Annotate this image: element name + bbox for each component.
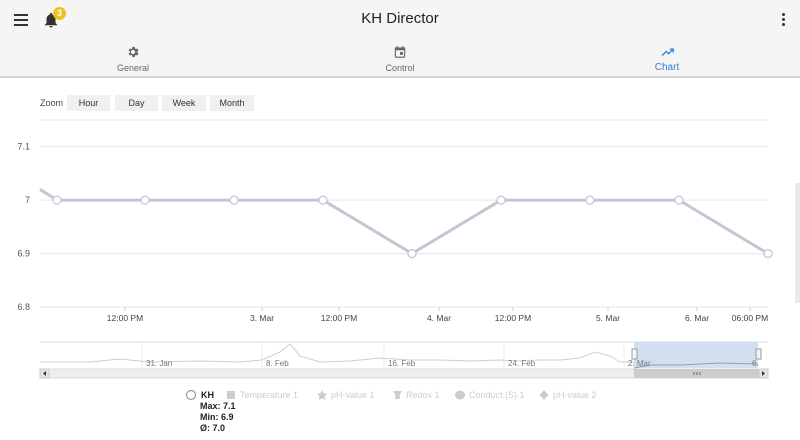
tab-chart-label: Chart [654, 62, 680, 73]
data-point [585, 195, 595, 205]
stat-max-label: Max: [200, 401, 221, 411]
legend-conduct-blob-icon [455, 390, 465, 400]
x-tick-label: 06:00 PM [732, 313, 768, 323]
navigator-selected-series [633, 362, 759, 369]
legend-conduct-s-1[interactable]: Conduct.(S) 1 [469, 390, 525, 400]
legend-ph-value-2[interactable]: pH-value 2 [553, 390, 597, 400]
zoom-week-button[interactable]: Week [162, 95, 206, 111]
legend-ph2-diamond-icon [539, 390, 549, 400]
legend-ph-star-icon [316, 390, 328, 400]
x-tick-label: 4. Mar [427, 313, 451, 323]
navigator-left-handle[interactable] [631, 348, 638, 360]
tab-general[interactable]: General [0, 40, 266, 76]
chevron-left-icon [43, 371, 46, 376]
tab-general-label: General [116, 63, 150, 73]
y-tick-label: 6.8 [17, 302, 30, 312]
x-axis-ticks: 12:00 PM 3. Mar 12:00 PM 4. Mar 12:00 PM 5. M… [107, 307, 768, 323]
scrollbar-grip-icon [693, 372, 701, 375]
legend-ph-value-1[interactable]: pH-value 1 [331, 390, 375, 400]
navigator-date-label: 16. Feb [388, 359, 416, 368]
x-tick-label: 12:00 PM [495, 313, 531, 323]
navigator-series [40, 343, 634, 363]
data-point [318, 195, 328, 205]
y-tick-label: 6.9 [17, 249, 30, 259]
navigator-date-label: 6. [752, 359, 759, 368]
trending-up-icon [661, 48, 674, 56]
navigator: 31. Jan 8. Feb 16. Feb 24. Feb 2. Mar 6. [39, 341, 769, 379]
x-tick-label: 12:00 PM [107, 313, 143, 323]
zoom-day-button[interactable]: Day [115, 95, 158, 111]
app-title: KH Director [361, 10, 439, 27]
stat-max: Max: 7.1 [200, 401, 236, 411]
stat-avg: Ø: 7.0 [200, 423, 225, 433]
stat-max-value: 7.1 [223, 401, 236, 411]
data-point [407, 248, 417, 259]
x-tick-label: 3. Mar [250, 313, 274, 323]
y-tick-label: 7 [25, 195, 30, 205]
gear-icon [128, 46, 139, 58]
legend-kh[interactable]: KH [201, 390, 214, 400]
data-point [674, 195, 684, 205]
legend-temperature-square-icon [227, 391, 235, 399]
stat-avg-value: 7.0 [212, 423, 226, 433]
navigator-right-handle[interactable] [755, 348, 762, 360]
stat-min-value: 6.9 [221, 412, 234, 422]
navigator-labels: 31. Jan 8. Feb 16. Feb 24. Feb 2. Mar 6. [146, 359, 759, 368]
legend-temperature-1[interactable]: Temperature 1 [240, 390, 299, 400]
zoom-label: Zoom [40, 98, 64, 108]
kh-series-line [39, 188, 769, 256]
stat-min: Min: 6.9 [200, 412, 234, 422]
tab-chart[interactable]: Chart [534, 40, 800, 76]
stat-min-label: Min: [200, 412, 219, 422]
menu-icon[interactable] [13, 12, 29, 28]
gridlines [40, 119, 768, 308]
app-bar: 3 KH Director [0, 0, 800, 40]
legend-redox-1[interactable]: Redox 1 [406, 390, 440, 400]
notification-badge: 3 [53, 7, 66, 20]
navigator-date-label: 24. Feb [508, 359, 536, 368]
y-tick-label: 7.1 [17, 142, 30, 152]
scroll-edge [795, 183, 800, 303]
legend-redox-pin-icon [393, 391, 402, 399]
x-tick-label: 6. Mar [685, 313, 709, 323]
data-point [763, 248, 773, 259]
zoom-hour-button[interactable]: Hour [67, 95, 110, 111]
data-point [229, 195, 239, 205]
x-tick-label: 5. Mar [596, 313, 620, 323]
legend-kh-circle-icon [185, 389, 197, 401]
tab-control[interactable]: Control [267, 40, 533, 76]
navigator-date-label: 8. Feb [266, 359, 289, 368]
chevron-right-icon [762, 371, 765, 376]
stat-avg-label: Ø: [200, 423, 210, 433]
tab-bar: General Control Chart [0, 40, 800, 78]
zoom-month-button[interactable]: Month [210, 95, 254, 111]
data-point [52, 195, 62, 205]
data-point [140, 195, 150, 205]
data-point [496, 195, 506, 205]
y-axis-ticks: 7.1 7 6.9 6.8 [17, 142, 30, 312]
more-options-icon[interactable] [778, 12, 788, 28]
x-tick-label: 12:00 PM [321, 313, 357, 323]
tab-control-label: Control [385, 63, 415, 73]
kh-series [39, 188, 773, 259]
calendar-icon [394, 46, 406, 58]
navigator-date-label: 2. Mar [628, 359, 651, 368]
navigator-date-label: 31. Jan [146, 359, 172, 368]
